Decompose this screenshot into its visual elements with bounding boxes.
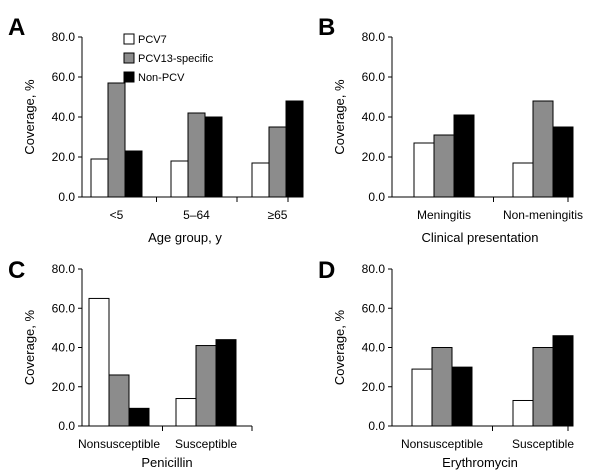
legend-entry: Non-PCV (138, 72, 185, 84)
legend-swatch (123, 71, 135, 83)
x-tick-label: 5–64 (183, 208, 210, 222)
y-tick-label: 20.0 (52, 380, 76, 394)
x-axis-label: Clinical presentation (421, 230, 538, 245)
bar (195, 345, 217, 427)
x-tick-label: Susceptible (175, 437, 237, 451)
bar (170, 160, 189, 198)
bar (175, 398, 197, 427)
y-tick-label: 60.0 (362, 301, 386, 315)
bar (107, 82, 126, 198)
y-tick-label: 80.0 (362, 262, 386, 276)
panel-letter: A (8, 14, 25, 41)
y-tick-label: 60.0 (362, 70, 386, 84)
y-axis-label: Coverage, % (332, 309, 347, 385)
bar (532, 100, 554, 198)
bar (90, 158, 109, 198)
y-tick-label: 0.0 (58, 190, 75, 204)
panel-letter: D (318, 257, 335, 284)
x-axis-label: Penicillin (141, 455, 192, 470)
x-tick-label: Susceptible (512, 437, 574, 451)
x-tick-label: ≥65 (268, 208, 288, 222)
bar (251, 162, 270, 198)
y-tick-label: 80.0 (52, 262, 76, 276)
y-tick-label: 60.0 (52, 301, 76, 315)
bar (88, 297, 110, 427)
bar (124, 150, 143, 198)
bar (532, 347, 554, 427)
y-tick-label: 40.0 (52, 341, 76, 355)
x-tick-label: Nonsusceptible (401, 437, 483, 451)
legend-entry: PCV13-specific (138, 53, 214, 65)
y-tick-label: 60.0 (52, 70, 76, 84)
y-tick-label: 40.0 (362, 110, 386, 124)
bar (108, 374, 130, 427)
bar (512, 162, 534, 198)
x-axis-label: Age group, y (148, 230, 222, 245)
y-tick-label: 20.0 (52, 150, 76, 164)
x-axis-label: Erythromycin (442, 455, 518, 470)
bar (552, 335, 574, 427)
x-tick-label: Non-meningitis (503, 208, 583, 222)
y-tick-label: 80.0 (362, 30, 386, 44)
panel-d: D 0.0 20.0 40.0 60.0 80.0 Coverage, % Nonsuscep… (318, 257, 574, 470)
legend: PCV7 PCV13-specific Non-PCV (123, 33, 214, 84)
bar (268, 126, 287, 198)
y-axis-label: Coverage, % (22, 309, 37, 385)
y-tick-label: 40.0 (362, 341, 386, 355)
panel-letter: B (318, 14, 335, 41)
bar (512, 399, 534, 427)
x-tick-label: Meningitis (417, 208, 471, 222)
panel-letter: C (8, 257, 25, 284)
x-tick-label: Nonsusceptible (78, 437, 160, 451)
bar (413, 142, 435, 198)
y-tick-label: 20.0 (362, 380, 386, 394)
bar (433, 134, 455, 198)
y-axis-label: Coverage, % (22, 79, 37, 155)
bar (411, 368, 433, 427)
bar (187, 112, 206, 198)
y-tick-label: 0.0 (58, 419, 75, 433)
bar (431, 347, 453, 427)
panel-a: A 0.0 20.0 40.0 60.0 80.0 Coverage, % <5 5–64 ≥65… (8, 14, 304, 245)
y-tick-label: 20.0 (362, 150, 386, 164)
x-tick-label: <5 (110, 208, 124, 222)
y-tick-label: 40.0 (52, 110, 76, 124)
legend-swatch (123, 33, 135, 45)
y-axis-label: Coverage, % (332, 79, 347, 155)
y-tick-label: 0.0 (368, 419, 385, 433)
legend-entry: PCV7 (138, 34, 167, 46)
bar (552, 126, 574, 198)
bar (128, 407, 150, 427)
bar (285, 100, 304, 198)
legend-swatch (123, 52, 135, 64)
bar (451, 366, 473, 427)
y-tick-label: 0.0 (368, 190, 385, 204)
y-tick-label: 80.0 (52, 30, 76, 44)
bar (215, 339, 237, 427)
bar (204, 116, 223, 198)
panel-c: C 0.0 20.0 40.0 60.0 80.0 Coverage, % Nonsuscep… (8, 257, 253, 470)
bar (453, 114, 475, 198)
panel-b: B 0.0 20.0 40.0 60.0 80.0 Coverage, % Meningiti… (318, 14, 583, 245)
